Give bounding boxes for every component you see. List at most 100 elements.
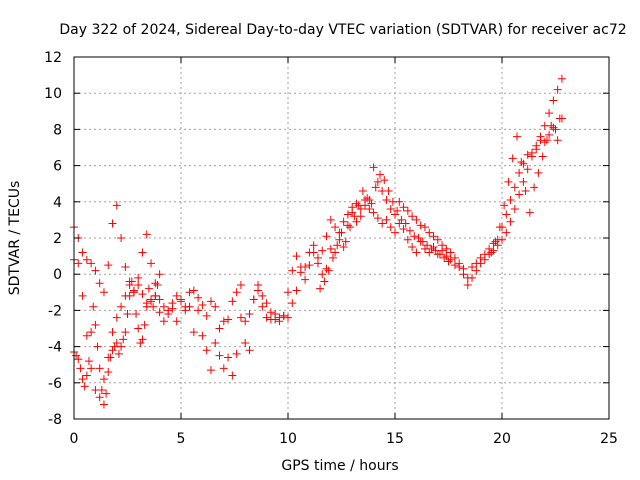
data-point xyxy=(72,351,81,360)
data-point xyxy=(104,261,113,270)
data-point xyxy=(172,291,181,300)
data-point xyxy=(450,253,459,262)
data-point xyxy=(380,176,389,185)
data-point xyxy=(401,219,410,228)
data-point xyxy=(309,248,318,257)
data-point xyxy=(468,262,477,271)
data-point xyxy=(151,279,160,288)
data-point xyxy=(301,275,310,284)
data-point xyxy=(504,177,513,186)
data-point xyxy=(425,228,434,237)
data-point xyxy=(493,241,502,250)
data-point xyxy=(429,232,438,241)
data-point xyxy=(553,85,562,94)
data-point xyxy=(333,241,342,250)
y-tick-label: 12 xyxy=(44,50,62,66)
data-point xyxy=(549,123,558,132)
data-point xyxy=(288,299,297,308)
data-point xyxy=(296,262,305,271)
data-point xyxy=(241,317,250,326)
data-point xyxy=(348,208,357,217)
x-tick-label: 15 xyxy=(386,431,404,447)
data-point xyxy=(506,217,515,226)
data-point xyxy=(99,375,108,384)
data-point xyxy=(189,328,198,337)
data-point xyxy=(326,244,335,253)
data-point xyxy=(112,338,121,347)
data-point xyxy=(138,248,147,257)
data-point xyxy=(74,259,83,268)
data-point xyxy=(545,130,554,139)
data-point xyxy=(331,223,340,232)
data-point xyxy=(429,243,438,252)
data-point xyxy=(164,310,173,319)
data-point xyxy=(489,239,498,248)
data-point xyxy=(416,221,425,230)
data-point xyxy=(228,371,237,380)
data-point xyxy=(108,346,117,355)
data-point xyxy=(151,291,160,300)
data-point xyxy=(331,248,340,257)
data-point xyxy=(431,246,440,255)
data-point xyxy=(489,246,498,255)
data-point xyxy=(463,281,472,290)
data-point xyxy=(91,266,100,275)
data-point xyxy=(536,132,545,141)
data-point xyxy=(121,262,130,271)
data-point xyxy=(328,253,337,262)
data-point xyxy=(316,284,325,293)
data-point xyxy=(132,310,141,319)
data-point xyxy=(442,244,451,253)
y-axis-label: SDTVAR / TECUs xyxy=(7,181,23,296)
data-point xyxy=(322,264,331,273)
data-point xyxy=(181,306,190,315)
series-4 xyxy=(316,170,453,293)
data-point xyxy=(425,248,434,257)
data-point xyxy=(414,234,423,242)
data-point xyxy=(138,290,147,299)
data-point xyxy=(551,125,560,134)
data-point xyxy=(95,393,104,402)
data-point xyxy=(292,252,301,261)
data-point xyxy=(140,320,149,329)
data-point xyxy=(549,96,558,105)
data-point xyxy=(147,259,156,268)
data-point xyxy=(442,252,451,261)
data-point xyxy=(405,226,414,235)
data-point xyxy=(391,228,399,237)
data-point xyxy=(185,288,194,297)
chart-title: Day 322 of 2024, Sidereal Day-to-day VTE… xyxy=(59,22,626,38)
data-point xyxy=(369,208,378,217)
data-point xyxy=(172,317,181,326)
data-point xyxy=(523,150,532,159)
data-point xyxy=(365,205,374,214)
data-point xyxy=(352,199,361,208)
data-point xyxy=(408,243,417,252)
data-point xyxy=(95,364,104,373)
data-point xyxy=(117,302,126,311)
series-3 xyxy=(70,270,164,409)
data-point xyxy=(112,313,121,322)
y-tick-label: -2 xyxy=(48,303,62,319)
data-point xyxy=(134,324,143,333)
data-point xyxy=(427,244,436,253)
data-point xyxy=(147,295,156,304)
data-point xyxy=(153,281,162,290)
data-point xyxy=(491,237,500,246)
data-point xyxy=(127,277,136,286)
data-point xyxy=(249,295,258,304)
data-point xyxy=(557,74,566,83)
y-tick-label: 6 xyxy=(53,159,62,175)
data-point xyxy=(547,121,556,130)
data-point xyxy=(224,353,233,362)
data-point xyxy=(512,132,521,141)
data-point xyxy=(519,159,528,168)
data-point xyxy=(487,248,496,257)
data-point xyxy=(399,203,408,212)
data-point xyxy=(378,219,387,228)
data-point xyxy=(134,281,143,290)
data-point xyxy=(320,277,329,286)
data-point xyxy=(211,338,220,347)
x-tick-label: 0 xyxy=(70,431,79,447)
